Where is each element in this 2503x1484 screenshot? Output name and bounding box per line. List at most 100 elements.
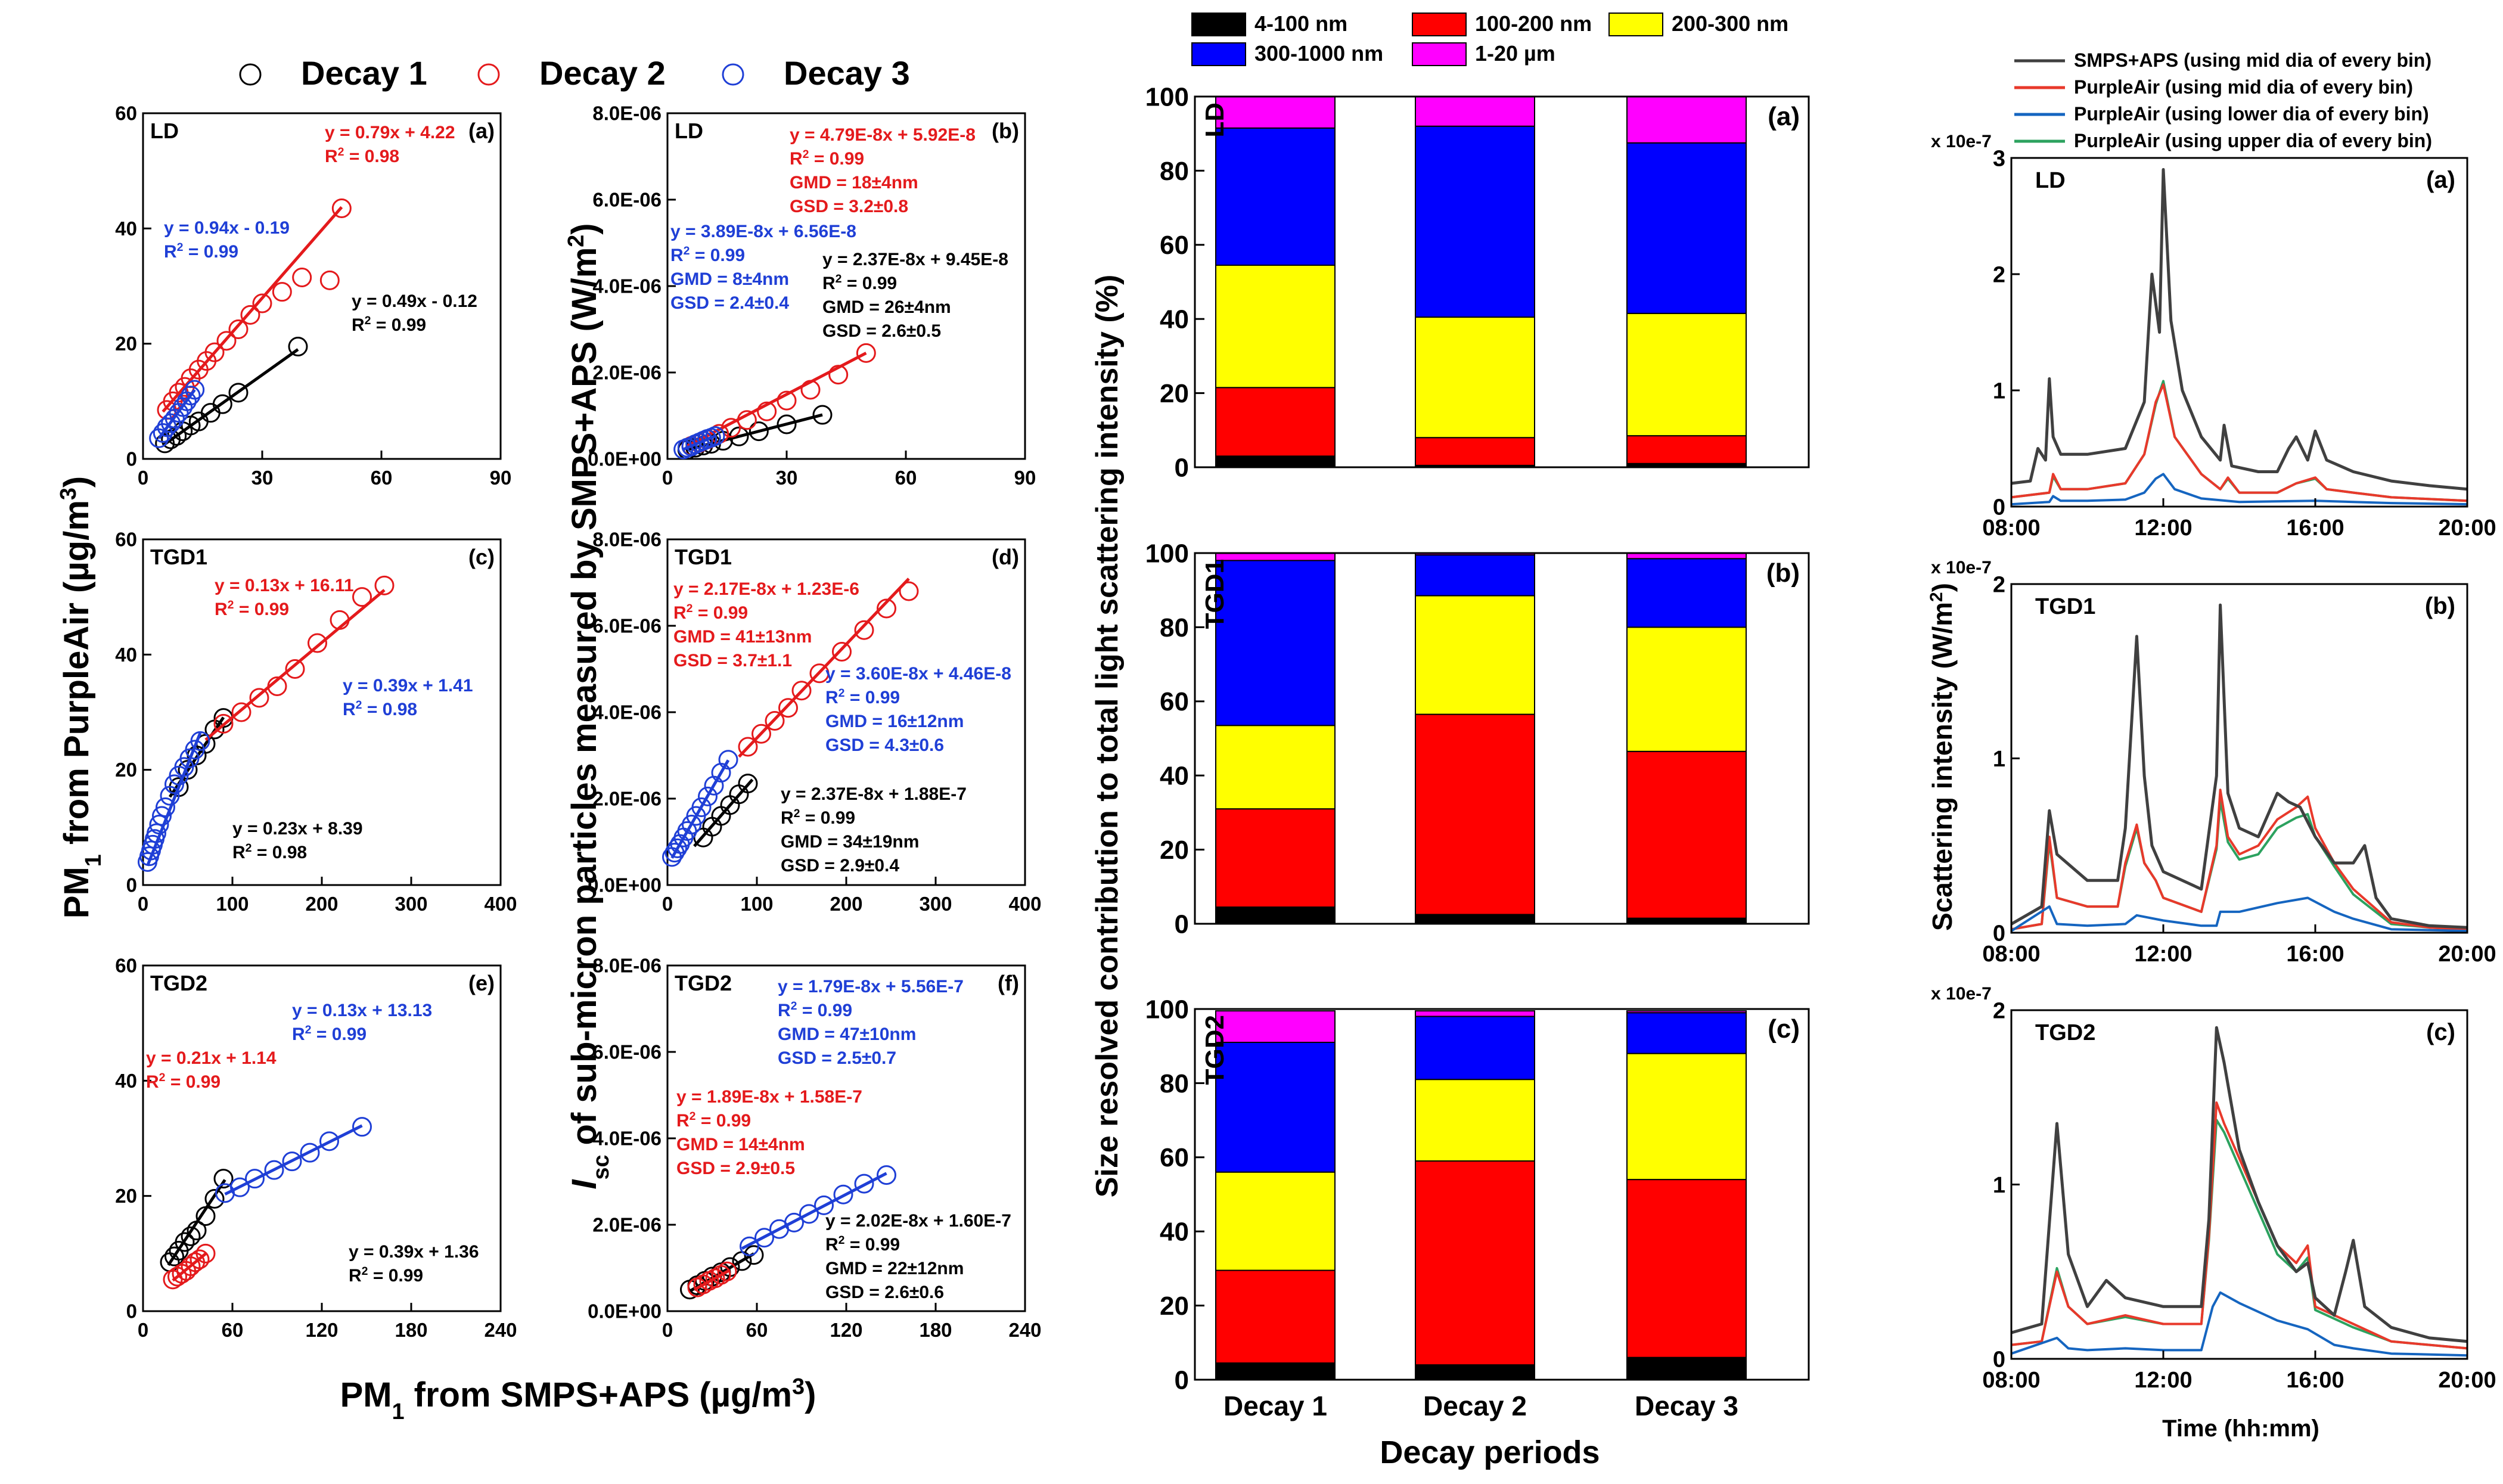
equation-text: y = 1.89E-8x + 1.58E-7 [676, 1087, 862, 1107]
line-panel-c: 0 1 2 08:00 12:00 16:00 20:00 TGD2 (c) x 10e-7 [1931, 984, 2496, 1393]
stacked-bar-segment [1626, 750, 1747, 919]
x-tick-label: 90 [490, 467, 512, 489]
legend-label: PurpleAir (using upper dia of every bin) [2074, 130, 2432, 151]
x-tick-label: 90 [1014, 467, 1036, 489]
equation-text: GMD = 18±4nm [790, 173, 918, 193]
equation-text: y = 2.02E-8x + 1.60E-7 [825, 1211, 1011, 1231]
data-point [899, 581, 919, 601]
stacked-bar-segment [1415, 437, 1535, 466]
data-point [352, 587, 372, 607]
stacked-bar-segment [1215, 1269, 1336, 1364]
x-tick-label: 16:00 [2286, 516, 2344, 541]
equation-text: GSD = 2.4±0.4 [670, 293, 789, 313]
plot-frame [2010, 157, 2468, 508]
y-tick-label: 1 [1993, 1173, 2005, 1198]
stacked-bar-segment [1415, 1364, 1535, 1381]
series-line [2010, 603, 2468, 929]
data-point [754, 1228, 774, 1248]
stacked-bar-segment [1626, 1010, 1747, 1014]
data-point [216, 331, 237, 351]
stacked-bar-segment [1415, 1079, 1535, 1162]
scatter-panel-f: 0.0E+00 2.0E-06 4.0E-06 6.0E-06 8.0E-06 0 60 12… [588, 955, 1041, 1341]
x-tick-label: 0 [138, 467, 148, 489]
bar-panel-b: 0 20 40 60 80 100 TGD1 (b) [1145, 539, 1810, 939]
site-label: TGD2 [150, 971, 207, 995]
equation-text: y = 0.13x + 13.13 [292, 1001, 432, 1020]
plot-frame [1194, 1008, 1810, 1381]
data-point [856, 343, 876, 363]
data-point [228, 319, 249, 339]
series-line [2011, 1101, 2468, 1350]
fit-line [204, 589, 386, 741]
data-point [147, 823, 166, 843]
stacked-bar-segment [1215, 455, 1336, 468]
equation-text: GMD = 16±12nm [825, 712, 964, 731]
stacked-bar-segment [1415, 1160, 1535, 1366]
legend-label: 100-200 nm [1475, 11, 1592, 36]
equation-text: y = 0.39x + 1.41 [343, 676, 473, 696]
data-point [152, 806, 172, 826]
data-point [791, 681, 812, 701]
fit-line [741, 1172, 887, 1250]
y-tick-label: 80 [1160, 157, 1189, 186]
equation-text: R2 = 0.98 [343, 698, 417, 719]
series-line [2011, 168, 2468, 491]
y-tick-label: 60 [115, 955, 137, 977]
equation-text: R2 = 0.99 [670, 244, 745, 265]
legend-label: Decay 1 [301, 54, 427, 92]
x-tick-label: 120 [830, 1319, 862, 1341]
scatter-panel-a: 0 20 40 60 0 30 60 90 LD (a) y = 0.49x - 0.12 R2 = … [115, 103, 511, 489]
stacked-bar-segment [1215, 725, 1336, 810]
site-label: TGD2 [1200, 1015, 1229, 1085]
data-point [155, 433, 175, 454]
data-point [181, 386, 201, 406]
fit-line [146, 732, 202, 867]
plot-frame [142, 112, 502, 460]
equation-text: R2 = 0.99 [146, 1071, 221, 1092]
data-point [288, 337, 308, 356]
stacked-bar-segment [1215, 1041, 1336, 1173]
x-tick-label: 200 [830, 893, 862, 915]
stacked-bar-segment [1215, 1010, 1336, 1043]
equation-text: R2 = 0.99 [349, 1265, 423, 1286]
y-axis-label-contribution: Size resolved contribution to total ligh… [1090, 275, 1125, 1198]
data-point [252, 293, 272, 313]
legend-label: 200-300 nm [1672, 11, 1788, 36]
x-tick-label: 200 [305, 893, 338, 915]
stacked-bar-segment [1415, 316, 1535, 439]
equation-text: y = 1.79E-8x + 5.56E-7 [778, 977, 964, 996]
stacked-bar-segment [1626, 1356, 1747, 1380]
data-point [718, 750, 738, 770]
y-tick-label: 100 [1145, 82, 1189, 111]
scatter-panel-e: 0 20 40 60 0 60 120 180 240 TGD2 (e) y = 0.39x + 1.… [115, 955, 517, 1341]
line-panel-a: 0 1 2 3 08:00 12:00 16:00 20:00 LD (a) x 10e-7 [1931, 132, 2496, 541]
data-point [282, 1151, 302, 1172]
legend-label: Decay 2 [539, 54, 666, 92]
data-point [300, 1143, 320, 1163]
x-tick-label: 30 [251, 467, 274, 489]
stacked-bar-segment [1215, 387, 1336, 457]
data-point [749, 421, 769, 442]
data-point [777, 414, 797, 434]
data-point [751, 724, 771, 744]
data-point [231, 702, 251, 722]
y-tick-label: 4.0E-06 [592, 275, 662, 297]
x-tick-label: 60 [222, 1319, 244, 1341]
data-point [832, 642, 852, 662]
y-axis-label-isc: Isc of sub-micron particles measured by … [563, 223, 613, 1189]
panel-label: (c) [2426, 1019, 2455, 1045]
data-point [213, 1169, 234, 1189]
data-point [738, 774, 758, 794]
site-label: TGD2 [675, 971, 732, 995]
y-tick-label: 1 [1993, 378, 2005, 403]
legend-label: PurpleAir (using lower dia of every bin) [2074, 103, 2429, 125]
site-label: TGD1 [2035, 594, 2095, 619]
scale-factor-label: x 10e-7 [1931, 984, 1992, 1004]
y-tick-label: 80 [1160, 613, 1189, 642]
data-point [249, 688, 269, 708]
x-axis-label-decay: Decay periods [1380, 1435, 1600, 1470]
equation-text: y = 4.79E-8x + 5.92E-8 [790, 125, 976, 145]
panel-label: (e) [468, 971, 495, 995]
equation-text: y = 2.37E-8x + 9.45E-8 [822, 250, 1008, 269]
y-tick-label: 40 [115, 1070, 137, 1092]
